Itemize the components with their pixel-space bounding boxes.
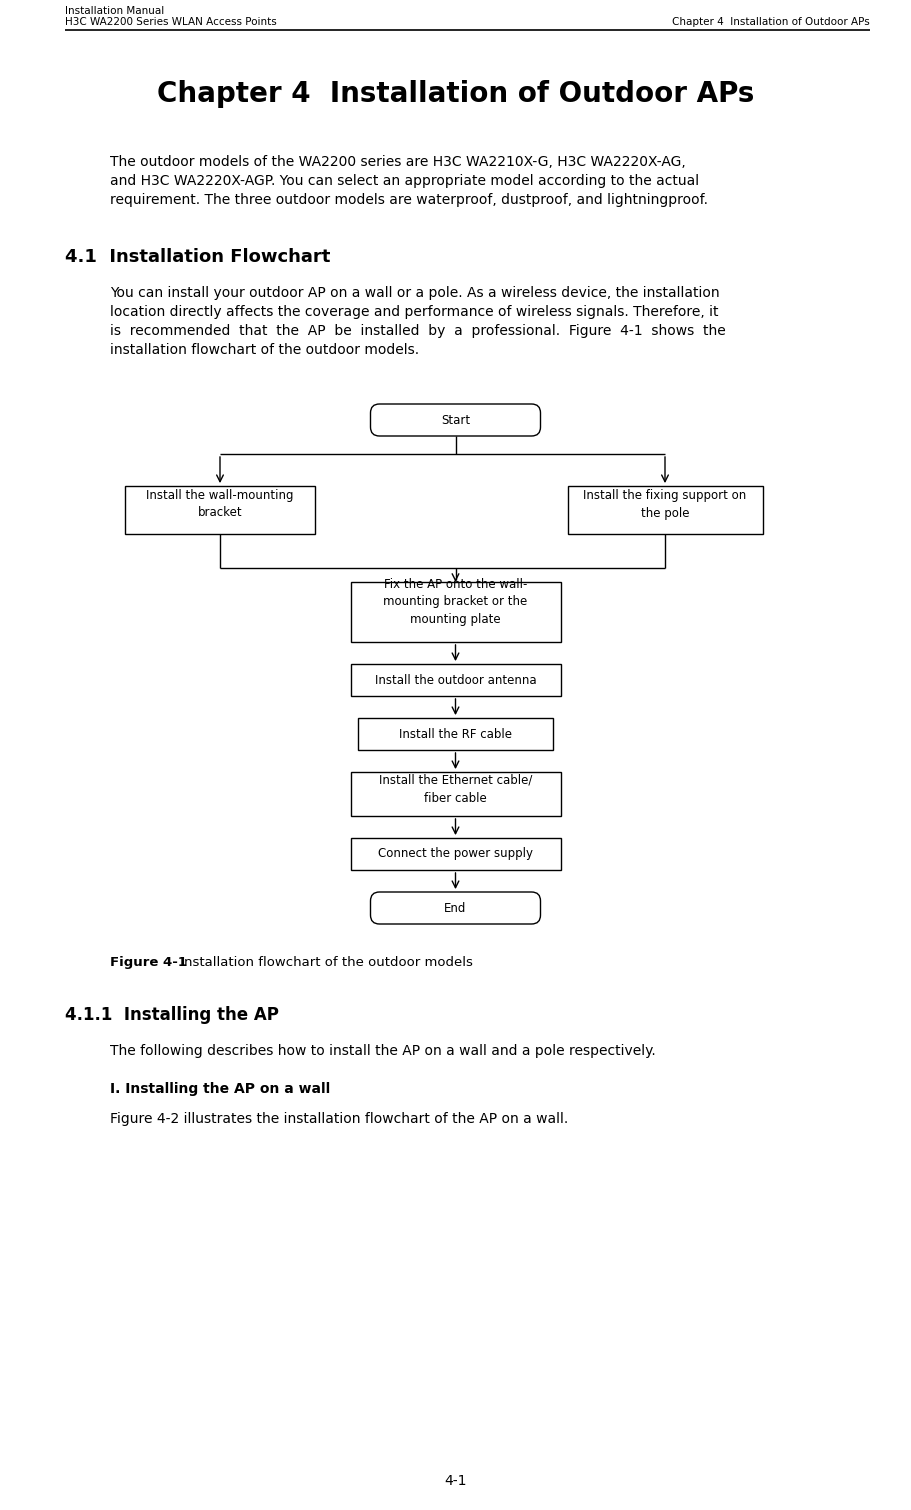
Text: Installation Manual: Installation Manual bbox=[65, 6, 164, 17]
Text: Figure 4-2 illustrates the installation flowchart of the AP on a wall.: Figure 4-2 illustrates the installation … bbox=[110, 1111, 568, 1126]
Text: Install the outdoor antenna: Install the outdoor antenna bbox=[374, 673, 537, 687]
Text: Connect the power supply: Connect the power supply bbox=[378, 847, 533, 861]
Text: Install the RF cable: Install the RF cable bbox=[399, 728, 512, 740]
Text: 4-1: 4-1 bbox=[445, 1474, 466, 1487]
Text: You can install your outdoor AP on a wall or a pole. As a wireless device, the i: You can install your outdoor AP on a wal… bbox=[110, 285, 720, 300]
Text: 4.1  Installation Flowchart: 4.1 Installation Flowchart bbox=[65, 248, 331, 266]
Text: Install the fixing support on
the pole: Install the fixing support on the pole bbox=[583, 489, 747, 519]
Text: 4.1.1  Installing the AP: 4.1.1 Installing the AP bbox=[65, 1006, 279, 1024]
Bar bbox=[125, 486, 315, 535]
Text: Chapter 4  Installation of Outdoor APs: Chapter 4 Installation of Outdoor APs bbox=[672, 17, 870, 27]
Text: The following describes how to install the AP on a wall and a pole respectively.: The following describes how to install t… bbox=[110, 1043, 656, 1059]
Text: H3C WA2200 Series WLAN Access Points: H3C WA2200 Series WLAN Access Points bbox=[65, 17, 277, 27]
FancyBboxPatch shape bbox=[371, 405, 540, 436]
Text: The outdoor models of the WA2200 series are H3C WA2210X-G, H3C WA2220X-AG,: The outdoor models of the WA2200 series … bbox=[110, 156, 686, 169]
Text: installation flowchart of the outdoor models.: installation flowchart of the outdoor mo… bbox=[110, 343, 419, 356]
Bar bbox=[351, 581, 560, 642]
Bar bbox=[358, 717, 553, 750]
Text: Start: Start bbox=[441, 414, 470, 426]
Bar bbox=[351, 664, 560, 696]
Text: location directly affects the coverage and performance of wireless signals. Ther: location directly affects the coverage a… bbox=[110, 305, 719, 319]
Text: Figure 4-1: Figure 4-1 bbox=[110, 956, 187, 969]
Text: Install the wall-mounting
bracket: Install the wall-mounting bracket bbox=[147, 489, 293, 519]
Text: Installation flowchart of the outdoor models: Installation flowchart of the outdoor mo… bbox=[176, 956, 473, 969]
Text: Install the Ethernet cable/
fiber cable: Install the Ethernet cable/ fiber cable bbox=[379, 773, 532, 805]
Text: End: End bbox=[445, 901, 466, 915]
Bar bbox=[351, 772, 560, 815]
Bar bbox=[568, 486, 763, 535]
Text: is  recommended  that  the  AP  be  installed  by  a  professional.  Figure  4-1: is recommended that the AP be installed … bbox=[110, 325, 726, 338]
Text: requirement. The three outdoor models are waterproof, dustproof, and lightningpr: requirement. The three outdoor models ar… bbox=[110, 193, 708, 207]
Text: Fix the AP onto the wall-
mounting bracket or the
mounting plate: Fix the AP onto the wall- mounting brack… bbox=[384, 577, 527, 627]
Text: Chapter 4  Installation of Outdoor APs: Chapter 4 Installation of Outdoor APs bbox=[157, 80, 754, 109]
Bar bbox=[351, 838, 560, 870]
Text: and H3C WA2220X-AGP. You can select an appropriate model according to the actual: and H3C WA2220X-AGP. You can select an a… bbox=[110, 174, 699, 189]
FancyBboxPatch shape bbox=[371, 892, 540, 924]
Text: I. Installing the AP on a wall: I. Installing the AP on a wall bbox=[110, 1083, 331, 1096]
